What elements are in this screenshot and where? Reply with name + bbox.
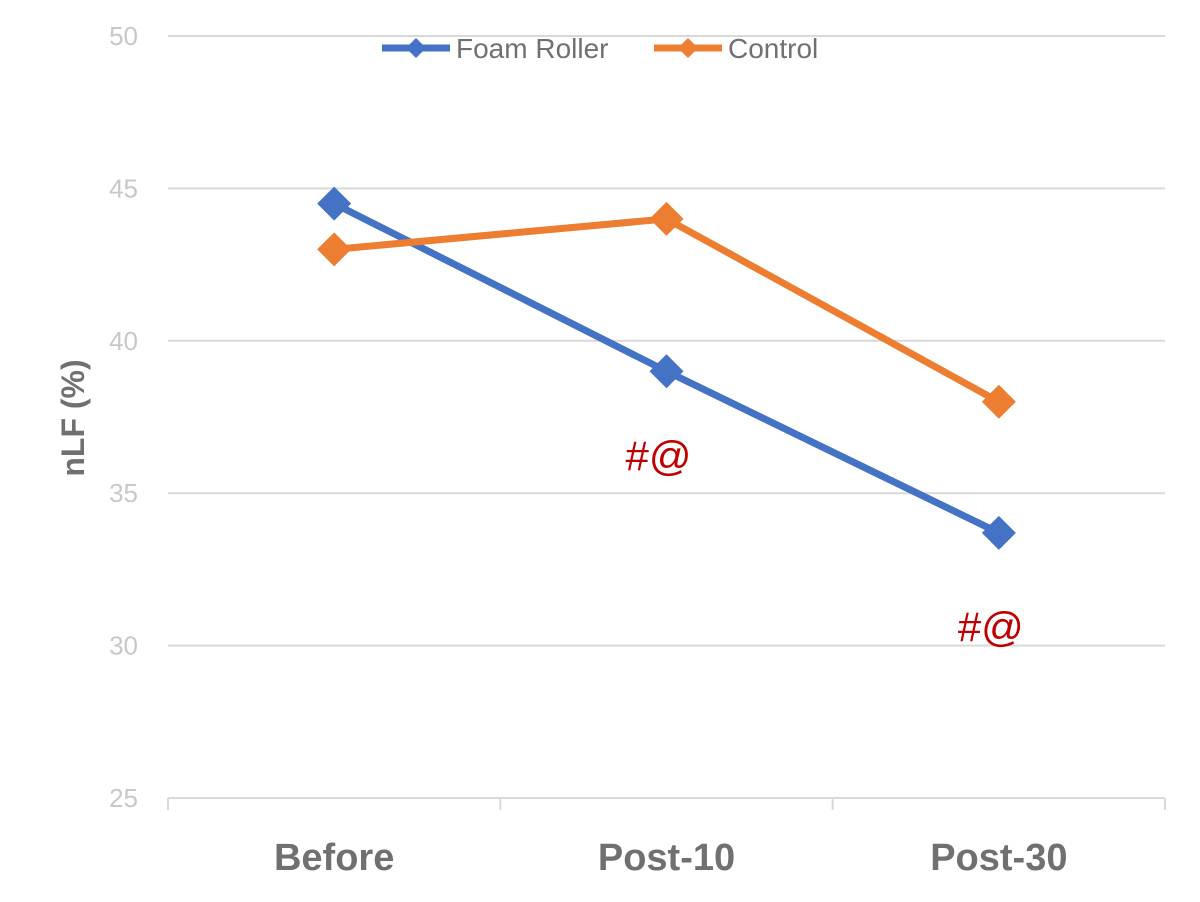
- data-point-control: [649, 201, 684, 236]
- x-tick-label: Post-30: [930, 837, 1067, 879]
- legend-marker: [406, 38, 426, 58]
- significance-annotation: #@: [626, 433, 692, 480]
- gridlines: [168, 35, 1165, 647]
- legend-label: Control: [728, 33, 818, 64]
- y-axis-ticks: 25 30 35 40 45 50: [109, 21, 138, 813]
- x-tick-label: Post-10: [598, 837, 735, 879]
- legend-label: Foam Roller: [456, 33, 608, 64]
- data-point-control: [981, 384, 1016, 419]
- legend-marker: [678, 38, 698, 58]
- series-group: [317, 186, 1016, 550]
- y-tick-label: 25: [109, 783, 138, 813]
- annotations: #@ #@: [626, 433, 1024, 651]
- data-point-control: [317, 232, 352, 267]
- x-axis-ticks: Before Post-10 Post-30: [274, 837, 1067, 879]
- y-tick-label: 40: [109, 326, 138, 356]
- y-tick-label: 45: [109, 173, 138, 203]
- significance-annotation: #@: [958, 603, 1024, 650]
- legend: Foam Roller Control: [382, 33, 818, 64]
- y-tick-label: 30: [109, 631, 138, 661]
- x-tick-label: Before: [274, 837, 394, 879]
- y-tick-label: 35: [109, 478, 138, 508]
- y-axis-label: nLF (%): [55, 359, 91, 476]
- data-point-foam-roller: [981, 515, 1016, 550]
- data-point-foam-roller: [649, 354, 684, 389]
- y-tick-label: 50: [109, 21, 138, 51]
- data-point-foam-roller: [317, 186, 352, 221]
- x-axis: [167, 797, 1166, 810]
